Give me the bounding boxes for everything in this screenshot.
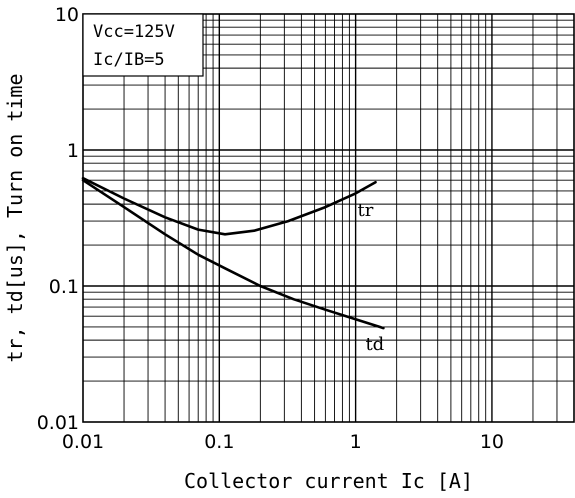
series-line-tr [81, 176, 377, 236]
condition-ic-ib: Ic/IB=5 [93, 50, 165, 70]
x-tick-label: 0.1 [204, 431, 234, 453]
series-label-tr: tr [358, 200, 374, 221]
y-tick-label: 1 [67, 140, 79, 162]
y-tick-label: 10 [55, 4, 79, 26]
x-tick-label: 0.01 [62, 431, 104, 453]
ticks-layer: 10 1 0.1 0.010.01 0.1 1 10 [37, 4, 504, 453]
series-layer: tr td [81, 176, 385, 355]
x-axis-label: Collector current Ic [A] [184, 469, 473, 493]
x-tick-label: 1 [350, 431, 362, 453]
x-tick-label: 10 [480, 431, 504, 453]
plot-frame [82, 13, 575, 423]
series-label-td: td [365, 334, 384, 355]
y-tick-label: 0.1 [49, 276, 79, 298]
conditions-box [82, 13, 204, 77]
y-tick-label: 0.01 [37, 412, 79, 434]
series-line-td [81, 178, 385, 330]
condition-vcc: Vcc=125V [93, 22, 175, 42]
grid [83, 14, 575, 422]
y-axis-label: tr, td[us], Turn on time [3, 74, 27, 363]
